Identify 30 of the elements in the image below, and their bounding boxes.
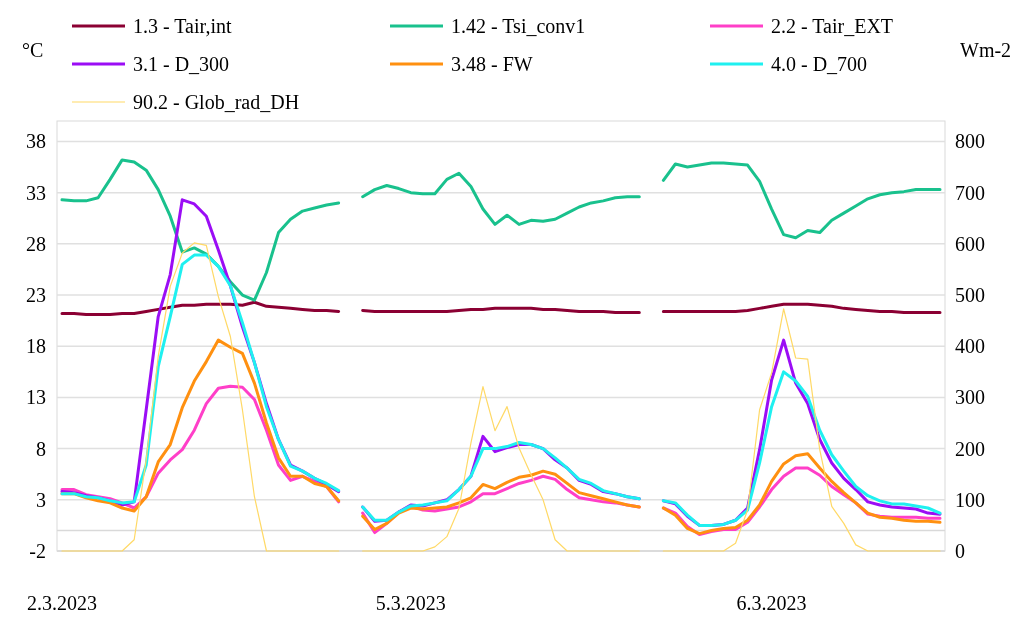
legend-label: 3.48 - FW: [451, 53, 533, 75]
y-tick-label: -2: [29, 540, 46, 562]
y2-tick-label: 200: [955, 437, 985, 460]
legend-label: 3.1 - D_300: [133, 53, 230, 75]
legend-label: 1.3 - Tair,int: [133, 15, 232, 37]
y2-tick-label: 0: [955, 540, 965, 562]
y-tick-label: 8: [36, 437, 46, 460]
legend-label: 4.0 - D_700: [771, 53, 868, 75]
legend-label: 2.2 - Tair_EXT: [771, 15, 894, 37]
y2-tick-label: 800: [955, 130, 985, 153]
x-tick-label: 5.3.2023: [375, 592, 446, 614]
y-tick-label: 13: [26, 386, 46, 409]
x-tick-label: 6.3.2023: [736, 592, 807, 614]
y2-axis-title: Wm-2: [960, 39, 1012, 61]
y2-tick-label: 400: [955, 335, 985, 358]
y-tick-label: 3: [36, 488, 46, 511]
legend-label: 1.42 - Tsi_conv1: [451, 15, 586, 37]
y2-tick-label: 500: [955, 284, 985, 307]
x-tick-label: 2.3.2023: [27, 592, 97, 614]
y-tick-label: 23: [26, 284, 46, 307]
y-tick-label: 33: [26, 181, 46, 204]
y2-tick-label: 600: [955, 232, 985, 255]
y-tick-label: 18: [26, 335, 46, 358]
y2-tick-label: 100: [955, 488, 985, 511]
legend-label: 90.2 - Glob_rad_DH: [133, 91, 300, 113]
y-tick-label: 28: [26, 232, 46, 255]
y-axis-title: °C: [22, 39, 44, 61]
y-tick-label: 38: [26, 130, 46, 153]
y2-tick-label: 300: [955, 386, 985, 409]
y2-tick-label: 700: [955, 181, 985, 204]
